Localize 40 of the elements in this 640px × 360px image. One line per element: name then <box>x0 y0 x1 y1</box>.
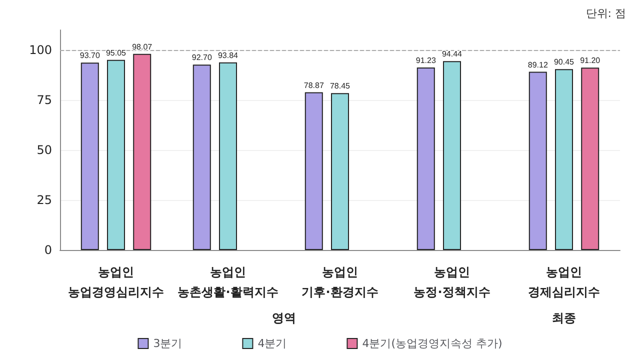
bar <box>555 69 573 250</box>
bar <box>581 68 600 250</box>
data-label: 91.20 <box>580 56 601 66</box>
data-label: 91.23 <box>416 56 436 66</box>
data-label: 93.84 <box>218 50 239 60</box>
legend-label: 4분기(농업경영지속성 추가) <box>362 337 502 350</box>
y-tick-label: 50 <box>36 143 52 157</box>
bar <box>107 60 125 250</box>
x-tick-label: 농업인 농업경영심리지수 <box>68 265 164 299</box>
data-label: 92.70 <box>192 53 212 62</box>
data-label: 90.45 <box>554 58 575 67</box>
bar <box>133 54 152 250</box>
bar <box>443 61 461 250</box>
data-label: 78.45 <box>330 82 351 91</box>
bar <box>219 62 237 250</box>
y-tick-label: 25 <box>36 193 52 207</box>
bar <box>192 64 211 250</box>
x-tick-label: 농업인 농촌생활·활력지수 <box>178 265 278 299</box>
data-label: 93.70 <box>80 51 100 60</box>
y-tick-label: 0 <box>44 243 52 257</box>
y-tick-label: 100 <box>29 43 52 57</box>
text: 최종 <box>552 311 576 325</box>
data-label: 78.87 <box>304 80 324 90</box>
bar <box>331 93 349 250</box>
data-label: 89.12 <box>528 60 548 70</box>
bar <box>528 72 547 250</box>
x-tick-label: 농업인 경제심리지수 <box>528 265 600 299</box>
y-tick-label: 75 <box>36 93 52 107</box>
legend-label: 4분기 <box>258 337 287 350</box>
data-label: 98.07 <box>132 42 153 52</box>
bar <box>80 62 99 250</box>
bar <box>416 68 435 250</box>
text: 영역 <box>272 311 296 325</box>
x-tick-label: 농업인 농정·정책지수 <box>414 265 490 299</box>
data-label: 95.05 <box>106 48 127 58</box>
bar <box>304 92 323 250</box>
text: 단위: 점 <box>586 7 626 20</box>
x-tick-label: 농업인 기후·환경지수 <box>302 265 378 299</box>
data-label: 94.44 <box>442 50 463 59</box>
legend-label: 3분기 <box>153 337 182 350</box>
